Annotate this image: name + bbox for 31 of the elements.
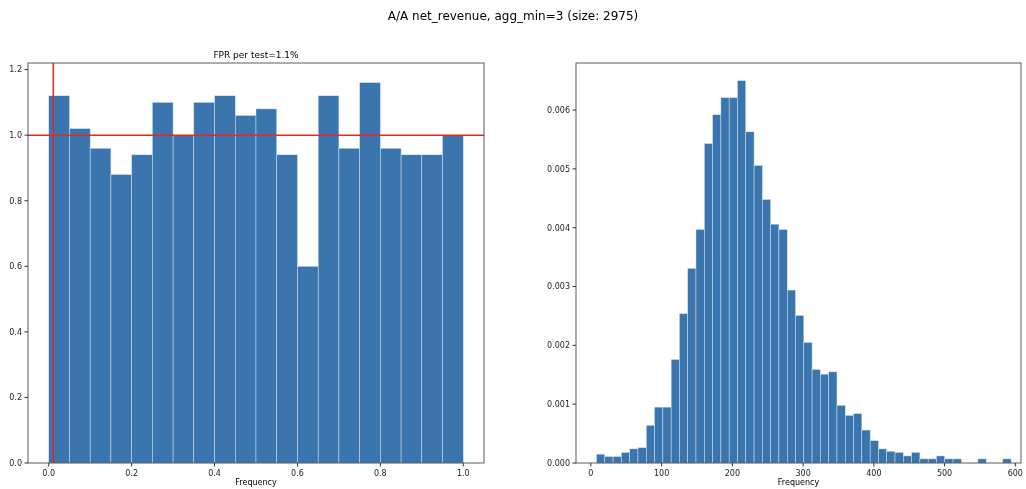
x-tick-label: 100: [653, 469, 670, 478]
chart-title: FPR per test=1.1%: [213, 50, 300, 60]
x-tick-label: 0.0: [42, 469, 56, 478]
x-axis-title: Frequency: [777, 478, 820, 487]
x-tick-label: 500: [936, 469, 953, 478]
y-tick-label: 0.0: [9, 458, 22, 468]
x-tick-label: 1.0: [456, 469, 470, 478]
y-tick-label: 0.4: [9, 327, 22, 337]
y-tick-label: 0.8: [9, 196, 22, 206]
x-tick-label: 0.2: [125, 469, 138, 478]
y-tick-label: 1.0: [9, 130, 22, 140]
x-tick-label: 0.4: [208, 469, 221, 478]
y-tick-label: 0.000: [547, 458, 570, 468]
y-tick-label: 1.2: [9, 65, 22, 75]
x-tick-label: 600: [1007, 469, 1023, 478]
x-tick-label: 300: [795, 469, 811, 478]
x-tick-label: 0: [588, 469, 594, 478]
x-tick-label: 400: [866, 469, 882, 478]
y-tick-label: 0.002: [547, 341, 570, 351]
y-tick-label: 0.004: [547, 223, 570, 233]
y-tick-label: 0.6: [9, 262, 22, 272]
x-tick-label: 0.8: [374, 469, 387, 478]
x-axis-title: Frequency: [235, 478, 277, 487]
y-tick-label: 0.003: [547, 282, 570, 292]
y-tick-label: 0.006: [547, 105, 570, 115]
y-tick-label: 0.005: [547, 164, 570, 174]
y-tick-label: 0.2: [9, 393, 22, 403]
text: A/A net_revenue, agg_min=3 (size: 2975): [387, 9, 639, 23]
x-tick-label: 200: [724, 469, 740, 478]
x-tick-label: 0.6: [291, 469, 304, 478]
y-tick-label: 0.001: [547, 399, 570, 409]
